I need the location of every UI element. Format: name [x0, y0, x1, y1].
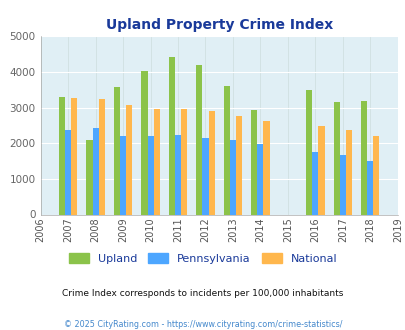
Bar — [175, 135, 181, 214]
Bar — [202, 138, 208, 214]
Title: Upland Property Crime Index: Upland Property Crime Index — [105, 18, 332, 32]
Bar — [98, 99, 104, 214]
Bar — [311, 152, 318, 214]
Bar — [235, 116, 241, 214]
Bar — [318, 126, 324, 214]
Bar — [257, 144, 263, 214]
Bar — [141, 71, 147, 214]
Bar — [114, 87, 120, 214]
Bar — [92, 128, 98, 214]
Legend: Upland, Pennsylvania, National: Upland, Pennsylvania, National — [64, 249, 341, 268]
Bar — [126, 106, 132, 214]
Bar — [65, 130, 71, 214]
Bar — [263, 121, 269, 214]
Text: Crime Index corresponds to incidents per 100,000 inhabitants: Crime Index corresponds to incidents per… — [62, 289, 343, 298]
Bar — [373, 136, 379, 214]
Bar — [153, 109, 159, 214]
Text: © 2025 CityRating.com - https://www.cityrating.com/crime-statistics/: © 2025 CityRating.com - https://www.city… — [64, 320, 341, 329]
Bar — [147, 136, 153, 214]
Bar — [181, 109, 187, 214]
Bar — [339, 155, 345, 214]
Bar — [306, 90, 311, 214]
Bar — [367, 161, 373, 214]
Bar — [333, 102, 339, 214]
Bar — [196, 65, 202, 214]
Bar — [251, 111, 257, 214]
Bar — [120, 136, 126, 214]
Bar — [208, 111, 214, 214]
Bar — [224, 86, 229, 214]
Bar — [345, 130, 351, 214]
Bar — [360, 101, 367, 214]
Bar — [59, 97, 65, 214]
Bar — [229, 140, 235, 214]
Bar — [168, 57, 175, 215]
Bar — [71, 98, 77, 214]
Bar — [86, 140, 92, 214]
